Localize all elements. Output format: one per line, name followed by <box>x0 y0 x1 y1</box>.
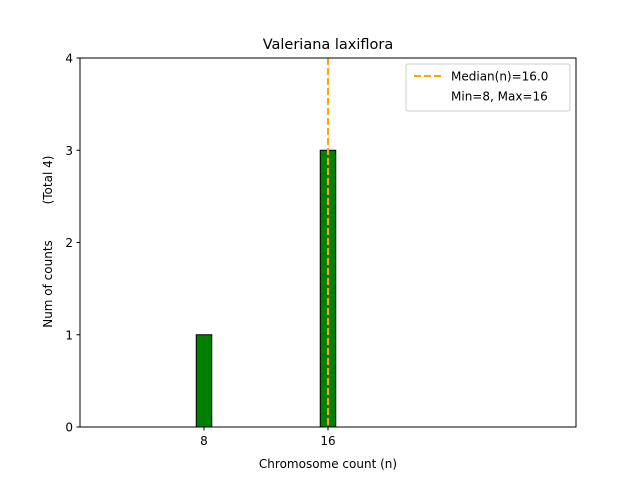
legend-median-label: Median(n)=16.0 <box>451 70 548 84</box>
bar <box>195 334 213 428</box>
y-axis-label: Num of counts <box>41 240 55 328</box>
tick-group: 0 1 2 3 4 8 16 <box>65 52 335 449</box>
x-axis-label: Chromosome count (n) <box>259 457 397 471</box>
y-tick-label: 1 <box>65 328 73 342</box>
y-tick-label: 3 <box>65 144 73 158</box>
y-tick-label: 0 <box>65 421 73 435</box>
x-tick-label: 16 <box>320 434 335 448</box>
y-axis-total-label: (Total 4) <box>41 156 55 205</box>
plot-frame <box>79 57 577 428</box>
legend: Median(n)=16.0 Min=8, Max=16 <box>405 63 571 112</box>
x-tick-label: 8 <box>200 434 208 448</box>
legend-box <box>405 63 571 112</box>
y-tick-label: 4 <box>65 52 73 66</box>
y-tick-label: 2 <box>65 236 73 250</box>
chart-title: Valeriana laxiflora <box>263 37 394 53</box>
legend-minmax-label: Min=8, Max=16 <box>451 90 548 104</box>
